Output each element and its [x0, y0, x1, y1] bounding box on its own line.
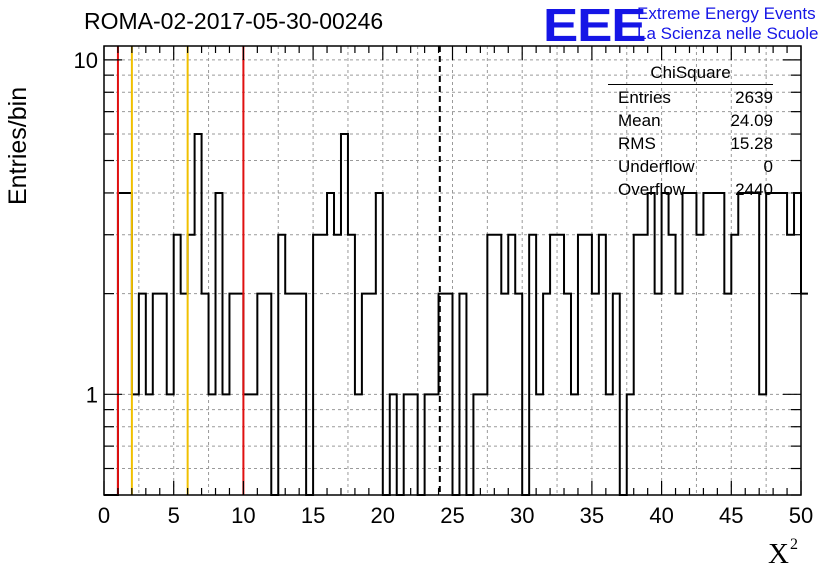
- x-tick-label: 5: [168, 503, 180, 528]
- x-tick-label: 35: [580, 503, 604, 528]
- stats-label: Mean: [618, 111, 661, 130]
- x-tick-label: 30: [510, 503, 534, 528]
- logo-subtitle-line1: Extreme Energy Events: [637, 4, 816, 23]
- x-tick-label: 40: [649, 503, 673, 528]
- stats-label: Entries: [618, 88, 671, 107]
- stats-row-entries: Entries 2639: [608, 86, 773, 109]
- x-axis-title-superscript: 2: [789, 536, 798, 553]
- x-tick-label: 25: [440, 503, 464, 528]
- x-tick-label: 20: [371, 503, 395, 528]
- stats-label: RMS: [618, 134, 656, 153]
- stats-label: Overflow: [618, 180, 686, 199]
- y-tick-label: 1: [86, 382, 98, 407]
- x-tick-label: 15: [301, 503, 325, 528]
- x-tick-label: 45: [719, 503, 743, 528]
- stats-label: Underflow: [618, 157, 695, 176]
- x-tick-label: 50: [789, 503, 813, 528]
- stats-box: ChiSquare Entries 2639 Mean 24.09 RMS 15…: [608, 63, 773, 201]
- eee-logo: EEE: [543, 0, 647, 51]
- stats-row-overflow: Overflow 2440: [608, 178, 773, 201]
- logo-subtitle-line2: La Scienza nelle Scuole: [637, 24, 819, 43]
- stats-row-rms: RMS 15.28: [608, 132, 773, 155]
- stats-row-mean: Mean 24.09: [608, 109, 773, 132]
- stats-box-title: ChiSquare: [608, 63, 773, 85]
- stats-value: 0: [763, 157, 773, 176]
- y-tick-label: 10: [74, 48, 98, 73]
- run-title: ROMA-02-2017-05-30-00246: [84, 8, 384, 34]
- x-tick-label: 10: [231, 503, 255, 528]
- x-axis-title-base: X: [768, 538, 789, 570]
- stats-value: 24.09: [730, 111, 773, 130]
- stats-row-underflow: Underflow 0: [608, 155, 773, 178]
- x-axis-title: X2: [768, 536, 798, 571]
- y-axis-title: Entries/bin: [4, 86, 32, 205]
- stats-value: 2440: [735, 180, 773, 199]
- x-tick-label: 0: [98, 503, 110, 528]
- stats-value: 15.28: [730, 134, 773, 153]
- stats-value: 2639: [735, 88, 773, 107]
